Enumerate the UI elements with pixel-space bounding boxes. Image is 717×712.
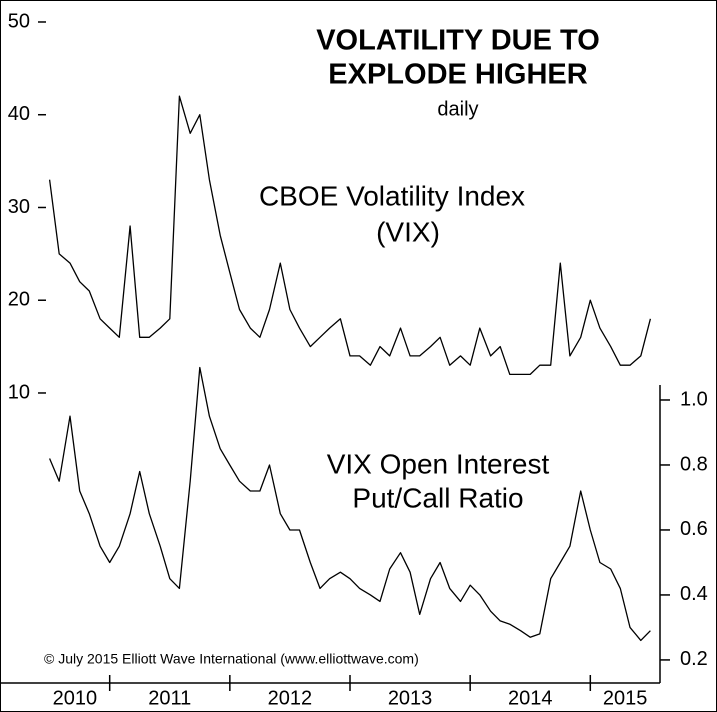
annotation: (VIX) xyxy=(376,216,440,247)
x-tick-label: 2010 xyxy=(53,687,98,709)
x-tick-label: 2012 xyxy=(268,687,313,709)
y2-tick-label: 1.0 xyxy=(680,388,708,410)
y-tick-label: 20 xyxy=(8,289,30,311)
series-line xyxy=(48,95,652,376)
y2-tick-label: 0.2 xyxy=(680,648,708,670)
annotation: CBOE Volatility Index xyxy=(259,180,525,211)
y2-tick-label: 0.4 xyxy=(680,583,708,605)
credit: © July 2015 Elliott Wave International (… xyxy=(44,651,419,667)
series-line xyxy=(49,366,651,642)
title-line: EXPLODE HIGHER xyxy=(328,59,587,91)
subtitle: daily xyxy=(437,98,478,120)
x-tick-label: 2015 xyxy=(603,687,648,709)
y-tick-label: 50 xyxy=(8,10,30,32)
y2-tick-label: 0.8 xyxy=(680,453,708,475)
annotation: VIX Open Interest xyxy=(327,448,550,479)
x-tick-label: 2011 xyxy=(148,687,191,709)
x-tick-label: 2013 xyxy=(388,687,433,709)
annotation: Put/Call Ratio xyxy=(352,482,523,513)
title-line: VOLATILITY DUE TO xyxy=(316,25,600,57)
y-tick-label: 30 xyxy=(8,196,30,218)
y-tick-label: 10 xyxy=(8,381,30,403)
x-tick-label: 2014 xyxy=(508,687,553,709)
y-tick-label: 40 xyxy=(8,103,30,125)
y2-tick-label: 0.6 xyxy=(680,518,708,540)
